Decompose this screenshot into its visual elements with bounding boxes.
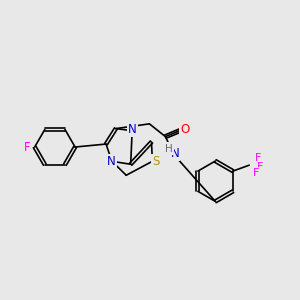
- Text: S: S: [152, 155, 160, 168]
- Text: F: F: [255, 153, 261, 163]
- Text: H: H: [165, 143, 173, 154]
- Text: N: N: [171, 147, 179, 160]
- Text: O: O: [180, 123, 190, 136]
- Text: N: N: [128, 123, 136, 136]
- Text: F: F: [257, 162, 264, 172]
- Text: F: F: [24, 140, 31, 154]
- Text: F: F: [253, 169, 259, 178]
- Text: N: N: [107, 155, 116, 168]
